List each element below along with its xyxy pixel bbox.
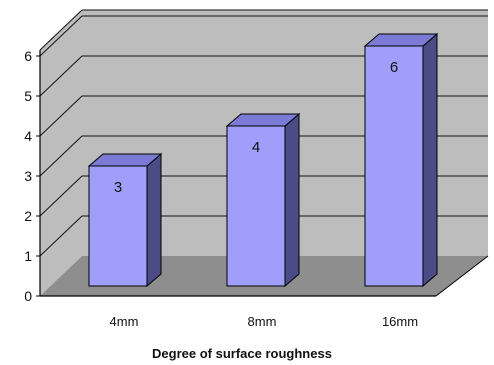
y-tick-label: 1 — [24, 248, 32, 264]
bar-side — [422, 32, 438, 288]
gridline-side — [39, 215, 83, 257]
data-label: 3 — [114, 179, 122, 196]
data-label: 6 — [390, 59, 398, 76]
x-tick-label: 4mm — [110, 314, 139, 329]
bars — [87, 32, 439, 288]
y-tick-label: 0 — [24, 288, 32, 304]
floor-right-edge — [435, 255, 489, 297]
gridline-side — [39, 55, 83, 97]
y-tick-label: 4 — [24, 128, 32, 144]
bar-side — [146, 152, 162, 288]
y-tick-label: 5 — [24, 88, 32, 104]
y-tick-label: 3 — [24, 168, 32, 184]
side-wall — [40, 10, 82, 296]
gridline-side — [39, 95, 83, 137]
y-tick-label: 2 — [24, 208, 32, 224]
x-tick-label: 16mm — [382, 314, 418, 329]
data-label: 4 — [252, 139, 260, 156]
bar-8mm — [226, 125, 286, 287]
axes — [36, 50, 489, 297]
x-axis-title: Degree of surface roughness — [152, 346, 332, 361]
labels: 0 1 2 3 4 5 6 3 4mm 4 8mm 6 16mm — [24, 48, 418, 329]
wall-top-edge-side — [39, 9, 83, 51]
bar-4mm — [88, 165, 148, 287]
y-tick-label: 6 — [24, 48, 32, 64]
gridline-side — [39, 135, 83, 177]
bar-side — [284, 112, 300, 288]
x-tick-label: 8mm — [248, 314, 277, 329]
bar-16mm — [364, 45, 424, 287]
gridline-side — [39, 15, 83, 57]
gridline-side — [39, 175, 83, 217]
